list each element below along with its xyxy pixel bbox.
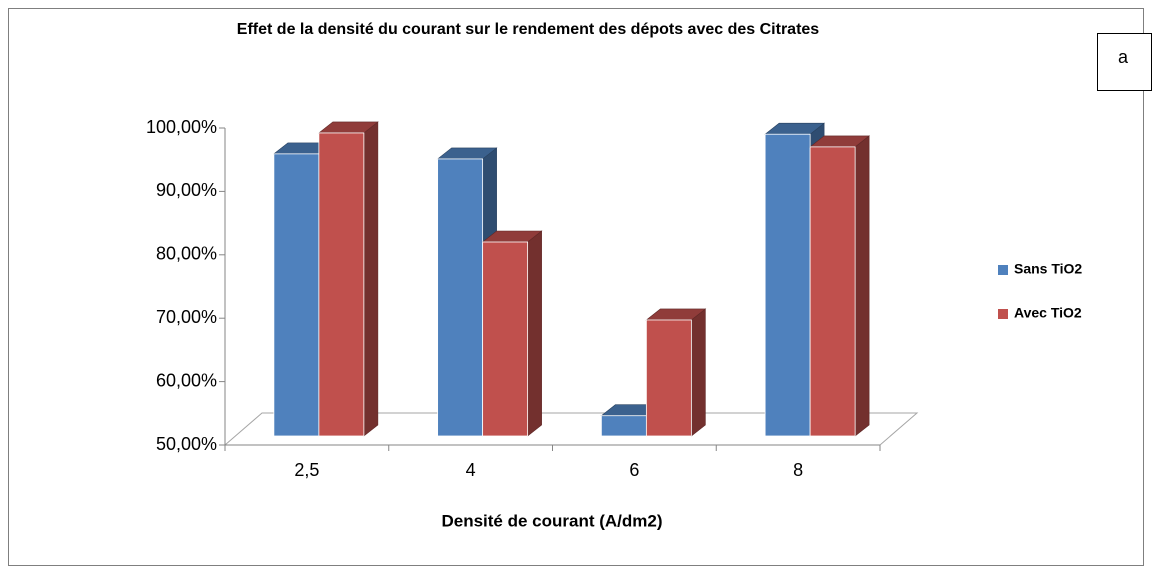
x-tick-label: 2,5 — [294, 460, 319, 480]
chart-title: Effet de la densité du courant sur le re… — [237, 21, 819, 38]
bar — [481, 230, 543, 437]
bar-front — [600, 415, 647, 437]
bar-front — [482, 241, 529, 437]
legend-swatch — [998, 265, 1008, 275]
bar-front — [764, 133, 811, 437]
y-tick-label: 100,00% — [146, 117, 217, 137]
bar-front — [809, 146, 856, 437]
legend-label: Sans TiO2 — [1014, 261, 1082, 277]
legend-label: Avec TiO2 — [1014, 305, 1082, 321]
legend-swatch — [998, 309, 1008, 319]
x-tick-label: 6 — [629, 460, 639, 480]
bar-side — [691, 308, 706, 437]
bar-side — [527, 230, 542, 437]
x-tick-label: 8 — [793, 460, 803, 480]
bar-side — [363, 121, 379, 437]
y-tick-label: 90,00% — [156, 180, 217, 200]
bar — [645, 308, 707, 437]
chart-border — [8, 8, 1144, 566]
y-tick-label: 60,00% — [156, 370, 217, 390]
bar — [318, 121, 379, 437]
bar-front — [273, 153, 320, 437]
x-axis-title: Densité de courant (A/dm2) — [441, 511, 662, 530]
annotation: a — [1118, 47, 1129, 67]
bar-front — [437, 158, 484, 437]
bar-front — [318, 132, 365, 437]
annotation-box — [1097, 33, 1152, 91]
y-tick-label: 50,00% — [156, 434, 217, 454]
x-tick-label: 4 — [466, 460, 476, 480]
y-tick-label: 80,00% — [156, 244, 217, 264]
bar-front — [645, 319, 692, 437]
bar — [809, 135, 870, 437]
bar-side — [854, 135, 870, 437]
y-tick-label: 70,00% — [156, 307, 217, 327]
